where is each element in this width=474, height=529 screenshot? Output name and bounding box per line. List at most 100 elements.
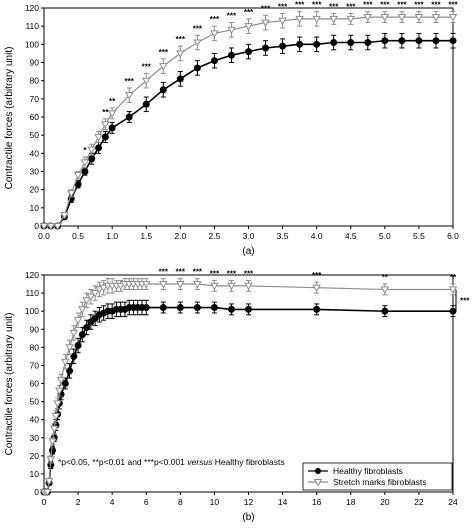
x-tick-label: 16 bbox=[312, 497, 322, 507]
data-point-stretch bbox=[80, 159, 90, 167]
y-tick-label: 70 bbox=[30, 360, 40, 370]
data-point-healthy bbox=[101, 133, 109, 141]
x-tick-label: 4.5 bbox=[345, 231, 357, 241]
data-point-stretch bbox=[176, 50, 185, 58]
data-point-stretch bbox=[346, 15, 356, 24]
data-point-stretch bbox=[312, 284, 321, 293]
note-part: versus bbox=[187, 457, 213, 467]
data-point-stretch bbox=[48, 438, 57, 446]
x-tick-label: 14 bbox=[278, 497, 288, 507]
x-tick-label: 2 bbox=[76, 497, 81, 507]
significance-label: *** bbox=[346, 2, 356, 11]
data-point-stretch bbox=[60, 212, 69, 220]
data-point-healthy bbox=[449, 307, 457, 315]
data-point-stretch bbox=[210, 30, 219, 38]
y-tick-label: 10 bbox=[30, 203, 40, 213]
note-part: *p<0.05, **p<0.01 and ***p<0.001 bbox=[58, 457, 187, 467]
x-tick-label: 10 bbox=[210, 497, 220, 507]
y-tick-label: 100 bbox=[25, 39, 39, 49]
data-point-healthy bbox=[210, 304, 218, 312]
data-point-healthy bbox=[66, 367, 74, 375]
significance-label: *** bbox=[448, 1, 458, 10]
data-point-stretch bbox=[159, 280, 168, 289]
data-point-stretch bbox=[107, 110, 117, 118]
data-point-stretch bbox=[99, 284, 108, 293]
data-point-stretch bbox=[73, 172, 83, 180]
y-tick-label: 50 bbox=[30, 130, 40, 140]
data-point-healthy bbox=[74, 342, 82, 350]
y-tick-label: 90 bbox=[30, 324, 40, 334]
x-tick-label: 2.0 bbox=[174, 231, 186, 241]
y-axis-label-b: Contractile forces (arbitrary unit) bbox=[4, 313, 15, 456]
data-point-healthy bbox=[159, 86, 167, 94]
data-point-healthy bbox=[296, 40, 304, 48]
data-point-stretch bbox=[380, 14, 390, 22]
x-tick-label: 1.0 bbox=[106, 231, 118, 241]
data-point-healthy bbox=[227, 305, 235, 313]
significance-label: *** bbox=[227, 12, 237, 21]
data-point-healthy bbox=[61, 380, 69, 387]
data-point-healthy bbox=[176, 75, 184, 83]
x-tick-label: 4.0 bbox=[311, 231, 323, 241]
y-tick-label: 110 bbox=[25, 288, 39, 298]
significance-label: *** bbox=[210, 269, 220, 278]
data-point-stretch bbox=[65, 344, 74, 352]
y-tick-label: 80 bbox=[30, 342, 40, 352]
data-point-stretch bbox=[141, 77, 151, 86]
data-point-healthy bbox=[49, 446, 57, 454]
data-point-healthy bbox=[70, 352, 78, 360]
x-tick-label: 24 bbox=[448, 497, 458, 507]
data-point-healthy bbox=[176, 304, 184, 312]
x-tick-label: 8 bbox=[178, 497, 183, 507]
y-tick-label: 20 bbox=[30, 185, 40, 195]
significance-label: *** bbox=[193, 268, 203, 277]
data-point-stretch bbox=[44, 478, 54, 486]
data-point-stretch bbox=[61, 358, 70, 367]
y-axis-label-a: Contractile forces (arbitrary unit) bbox=[4, 47, 15, 190]
data-point-stretch bbox=[116, 282, 125, 291]
significance-label: *** bbox=[244, 269, 254, 278]
x-tick-label: 3.5 bbox=[277, 231, 289, 241]
data-point-stretch bbox=[53, 222, 62, 231]
data-point-stretch bbox=[94, 133, 103, 142]
significance-label: *** bbox=[244, 8, 254, 17]
y-tick-label: 20 bbox=[30, 451, 40, 461]
data-point-healthy bbox=[347, 39, 355, 47]
data-point-stretch bbox=[295, 15, 304, 24]
data-point-stretch bbox=[176, 280, 185, 289]
significance-label: * bbox=[83, 146, 87, 155]
significance-label: ** bbox=[109, 97, 116, 106]
legend-label: Healthy fibroblasts bbox=[333, 466, 403, 476]
data-point-healthy bbox=[398, 37, 406, 45]
data-point-stretch bbox=[448, 14, 458, 22]
legend-marker-stretch bbox=[313, 478, 323, 487]
data-point-healthy bbox=[313, 305, 321, 313]
data-point-healthy bbox=[125, 113, 133, 121]
data-point-healthy bbox=[313, 40, 321, 48]
significance-label: *** bbox=[227, 269, 237, 278]
significance-label: *** bbox=[125, 77, 135, 86]
legend-box bbox=[302, 462, 453, 491]
panel-label: (a) bbox=[242, 246, 254, 257]
significance-label: *** bbox=[329, 2, 339, 11]
data-point-stretch bbox=[43, 488, 52, 497]
significance-label: *** bbox=[380, 1, 390, 10]
data-point-stretch bbox=[51, 413, 61, 421]
significance-label: *** bbox=[261, 4, 271, 13]
data-point-healthy bbox=[95, 144, 103, 152]
y-tick-label: 120 bbox=[25, 3, 39, 13]
data-point-stretch bbox=[380, 286, 390, 294]
y-tick-label: 30 bbox=[30, 167, 40, 177]
significance-label: *** bbox=[397, 1, 407, 10]
x-tick-label: 3.0 bbox=[243, 231, 255, 241]
significance-label: *** bbox=[159, 268, 169, 277]
data-point-healthy bbox=[142, 304, 150, 312]
data-point-stretch bbox=[73, 317, 83, 325]
data-point-stretch bbox=[193, 39, 202, 47]
panel-b-overlay: *** *p<0.05, **p<0.01 and ***p<0.001 vers… bbox=[58, 289, 470, 491]
legend-label: Stretch marks fibroblasts bbox=[333, 477, 427, 487]
data-point-stretch bbox=[278, 17, 287, 26]
significance-label: *** bbox=[363, 1, 373, 10]
panel-label: (b) bbox=[242, 512, 254, 523]
